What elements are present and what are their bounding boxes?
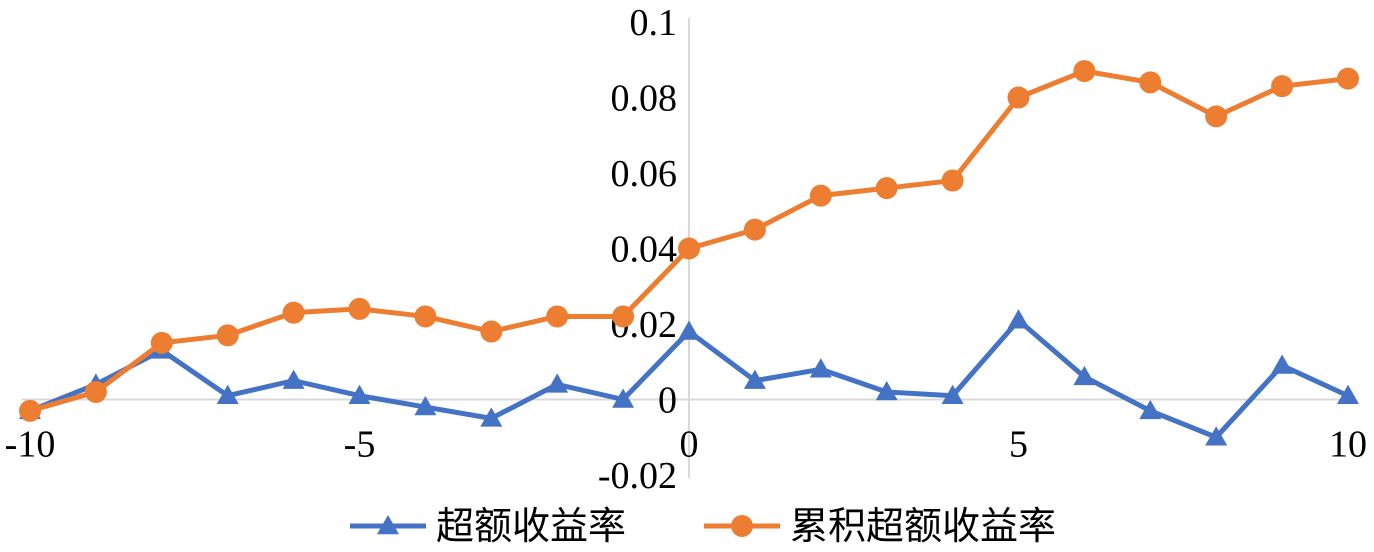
data-point-triangle: [1007, 309, 1030, 329]
data-point-triangle: [1271, 354, 1294, 374]
y-tick-label: 0.08: [611, 78, 678, 120]
data-point-circle: [941, 169, 964, 192]
data-point-circle: [348, 297, 371, 320]
data-point-triangle: [1073, 365, 1096, 386]
x-tick-label: -10: [5, 424, 56, 466]
data-point-circle: [1139, 71, 1162, 94]
legend-item-2: 累积超额收益率: [704, 504, 1056, 548]
x-tick-label: 0: [680, 424, 699, 466]
x-tick-label: 10: [1329, 424, 1367, 466]
data-point-circle: [1205, 105, 1228, 128]
y-tick-label: 0: [658, 380, 677, 422]
data-point-circle: [612, 305, 635, 328]
data-point-circle: [150, 331, 173, 354]
legend: 超额收益率 累积超额收益率: [350, 504, 1056, 548]
x-axis-ticks: -10 -5 0 5 10: [5, 424, 1367, 466]
data-point-triangle: [348, 384, 371, 404]
data-point-circle: [809, 184, 832, 207]
data-point-circle: [480, 320, 503, 343]
series-2: [19, 60, 1359, 422]
series-1: [19, 309, 1359, 446]
y-tick-label: -0.02: [598, 455, 677, 497]
data-point-triangle: [678, 320, 700, 340]
data-point-triangle: [216, 384, 239, 404]
x-tick-label: 5: [1009, 424, 1028, 466]
legend-swatch-marker: [731, 515, 753, 537]
data-point-triangle: [282, 369, 305, 389]
data-point-circle: [743, 218, 766, 241]
legend-label: 累积超额收益率: [790, 504, 1056, 548]
data-point-circle: [282, 301, 305, 324]
data-point-circle: [414, 305, 437, 328]
legend-swatch-marker: [377, 515, 399, 535]
y-tick-label: 0.04: [611, 229, 678, 271]
data-point-triangle: [809, 358, 832, 378]
data-point-triangle: [612, 388, 635, 408]
data-point-circle: [546, 305, 569, 328]
data-point-circle: [84, 380, 107, 403]
data-point-circle: [216, 324, 239, 347]
data-point-triangle: [875, 380, 898, 401]
data-point-circle: [1007, 86, 1030, 109]
series-layer: [19, 60, 1359, 446]
data-point-circle: [678, 237, 700, 260]
data-point-circle: [1073, 60, 1096, 83]
data-point-triangle: [743, 369, 766, 389]
data-point-triangle: [1139, 399, 1162, 420]
data-point-circle: [1271, 75, 1294, 98]
legend-label: 超额收益率: [436, 504, 626, 548]
data-point-circle: [1337, 67, 1359, 90]
x-tick-label: -5: [344, 424, 376, 466]
data-point-triangle: [480, 407, 503, 427]
legend-item-1: 超额收益率: [350, 504, 626, 548]
data-point-triangle: [546, 373, 569, 393]
data-point-circle: [875, 177, 898, 200]
data-point-triangle: [1205, 426, 1228, 446]
y-tick-label: 0.06: [611, 153, 678, 195]
y-tick-label: 0.1: [630, 2, 678, 44]
data-point-triangle: [414, 396, 437, 416]
data-point-triangle: [941, 384, 964, 404]
data-point-triangle: [1337, 384, 1359, 404]
data-point-circle: [19, 399, 41, 422]
